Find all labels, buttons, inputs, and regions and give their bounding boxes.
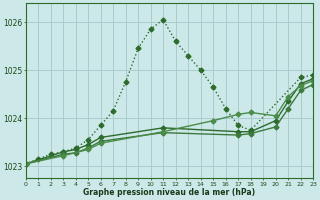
X-axis label: Graphe pression niveau de la mer (hPa): Graphe pression niveau de la mer (hPa) (83, 188, 255, 197)
